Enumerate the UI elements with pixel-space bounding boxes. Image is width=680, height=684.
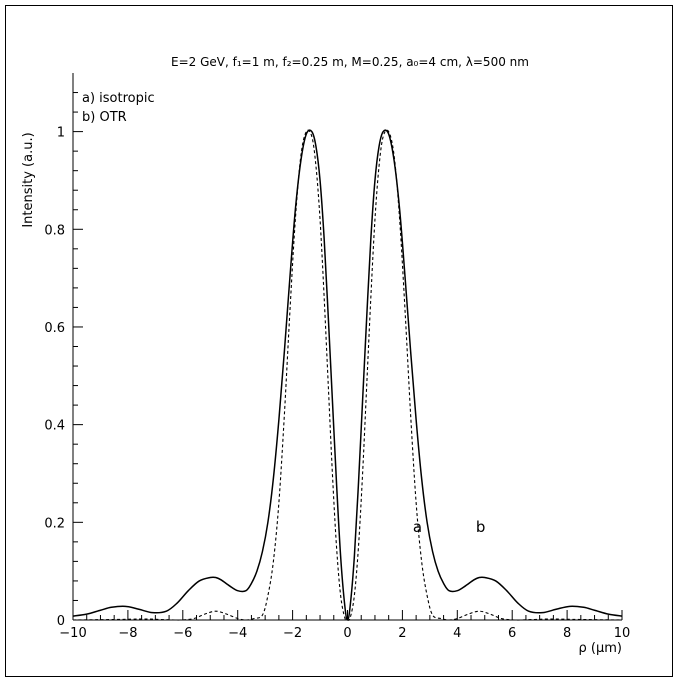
series-layer xyxy=(72,129,623,621)
y-tick-label: 0 xyxy=(57,614,65,629)
figure-frame xyxy=(5,5,673,677)
x-tick-label: 6 xyxy=(508,626,516,641)
x-tick-label: 0 xyxy=(343,626,351,641)
x-tick-label: −8 xyxy=(118,626,137,641)
x-tick-label: −4 xyxy=(228,626,247,641)
y-tick-label: 1 xyxy=(57,126,65,141)
curve-label-b: b xyxy=(476,518,486,536)
x-tick-label: 10 xyxy=(614,626,631,641)
x-tick-label: 2 xyxy=(398,626,406,641)
series-line-isotropic xyxy=(72,129,623,621)
y-tick-label: 0.4 xyxy=(44,419,65,434)
x-tick-label: −6 xyxy=(173,626,192,641)
y-axis-label: Intensity (a.u.) xyxy=(21,132,36,227)
y-ticks: 0 0.2 0.4 0.6 0.8 1 xyxy=(44,92,83,629)
y-tick-label: 0.8 xyxy=(44,223,65,238)
x-tick-label: −10 xyxy=(59,626,86,641)
curve-label-a: a xyxy=(413,518,422,536)
chart-title: E=2 GeV, f₁=1 m, f₂=0.25 m, M=0.25, a₀=4… xyxy=(171,55,529,69)
x-tick-label: −2 xyxy=(283,626,302,641)
legend-entry-a: a) isotropic xyxy=(82,91,155,106)
legend-entry-b: b) OTR xyxy=(82,110,127,125)
x-axis-label: ρ (μm) xyxy=(579,641,622,656)
x-tick-label: 8 xyxy=(563,626,571,641)
series-line-otr xyxy=(72,129,623,621)
y-tick-label: 0.6 xyxy=(44,321,65,336)
y-tick-label: 0.2 xyxy=(44,516,65,531)
x-tick-label: 4 xyxy=(453,626,461,641)
x-ticks: −10 −8 −6 −4 −2 0 2 4 6 8 10 xyxy=(59,610,630,641)
